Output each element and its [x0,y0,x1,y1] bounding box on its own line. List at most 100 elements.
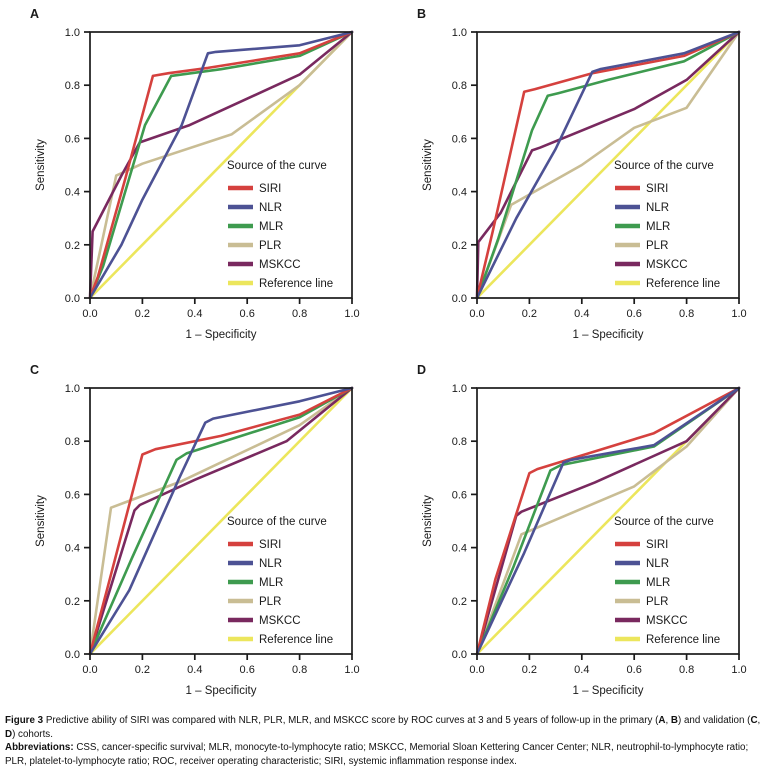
y-tick-label: 0.2 [65,596,80,608]
y-tick-label: 0.6 [452,489,467,501]
x-tick-label: 0.4 [574,308,589,320]
x-tick-label: 0.8 [679,664,694,676]
legend-label-mlr: MLR [646,221,670,233]
y-tick-label: 0.2 [65,240,80,252]
y-tick-label: 1.0 [452,383,467,395]
y-tick-label: 1.0 [65,383,80,395]
y-tick-label: 0.4 [65,543,80,555]
legend-label-mskcc: MSKCC [646,259,688,271]
plot-box [89,31,353,299]
y-axis-title: Sensitivity [35,139,47,191]
x-tick-label: 0.6 [240,664,255,676]
roc-panel-c: C 0.0 0.2 0.4 0.6 0.8 1.0 0.0 0.2 0.4 0.6 0.8 1.0 1 –… [30,363,360,697]
legend-label-nlr: NLR [646,202,669,214]
legend-label-nlr: NLR [259,558,282,570]
legend-label-plr: PLR [259,240,281,252]
x-tick-label: 0.8 [679,308,694,320]
roc-curve-nlr [88,386,354,656]
roc-curve-siri [475,386,741,656]
roc-curve-mlr [88,30,354,300]
roc-curve-reference-line [475,30,741,300]
legend-label-reference-line: Reference line [259,278,333,290]
legend-label-reference-line: Reference line [646,634,720,646]
x-tick-label: 1.0 [344,664,359,676]
y-tick-label: 0.0 [452,649,467,661]
abbreviations-text: Abbreviations: CSS, cancer-specific surv… [5,742,749,768]
panel-label-b: B [417,7,426,21]
roc-curve-mskcc [475,386,741,656]
plot-box [476,387,740,655]
roc-panel-a: A 0.0 0.2 0.4 0.6 0.8 1.0 0.0 0.2 0.4 0.6 0.8 1.0 1 –… [30,7,360,341]
y-tick-label: 0.6 [65,133,80,145]
y-tick-label: 0.0 [65,649,80,661]
x-axis-title: 1 – Specificity [573,329,644,341]
x-tick-label: 0.0 [82,308,97,320]
x-tick-label: 0.6 [240,308,255,320]
y-tick-label: 0.6 [65,489,80,501]
y-tick-label: 0.2 [452,596,467,608]
y-tick-label: 0.4 [452,187,467,199]
roc-curve-mlr [475,30,741,300]
x-tick-label: 0.8 [292,308,307,320]
legend-label-reference-line: Reference line [646,278,720,290]
roc-curve-nlr [475,386,741,656]
roc-curve-siri [475,30,741,300]
legend-label-nlr: NLR [259,202,282,214]
legend-label-mlr: MLR [259,221,283,233]
panel-label-d: D [417,363,426,377]
legend-label-plr: PLR [646,240,668,252]
x-tick-label: 0.0 [82,664,97,676]
legend-label-mlr: MLR [259,577,283,589]
roc-curve-mskcc [88,386,354,656]
x-tick-label: 0.6 [627,664,642,676]
roc-curve-siri [88,30,354,300]
y-axis-title: Sensitivity [422,139,434,191]
roc-panel-b: B 0.0 0.2 0.4 0.6 0.8 1.0 0.0 0.2 0.4 0.6 0.8 1.0 1 –… [417,7,747,341]
y-axis-title: Sensitivity [422,495,434,547]
legend-label-plr: PLR [646,596,668,608]
panel-label-a: A [30,7,39,21]
x-tick-label: 0.2 [522,308,537,320]
y-tick-label: 0.0 [65,293,80,305]
legend-title: Source of the curve [227,160,327,172]
legend-label-plr: PLR [259,596,281,608]
y-tick-label: 0.8 [65,436,80,448]
x-tick-label: 0.2 [135,308,150,320]
y-tick-label: 0.8 [452,436,467,448]
y-tick-label: 0.2 [452,240,467,252]
legend-title: Source of the curve [614,516,714,528]
y-tick-label: 1.0 [452,27,467,39]
legend-label-mskcc: MSKCC [646,615,688,627]
y-axis-title: Sensitivity [35,495,47,547]
y-tick-label: 0.8 [452,80,467,92]
legend-label-reference-line: Reference line [259,634,333,646]
legend-label-siri: SIRI [646,183,668,195]
legend-label-mskcc: MSKCC [259,259,301,271]
roc-curve-plr [475,386,741,656]
x-tick-label: 1.0 [344,308,359,320]
roc-curve-siri [88,386,354,656]
panel-label-c: C [30,363,39,377]
y-tick-label: 0.4 [452,543,467,555]
legend-label-siri: SIRI [259,183,281,195]
x-tick-label: 0.4 [187,308,202,320]
roc-curve-mskcc [475,30,741,300]
x-tick-label: 0.2 [135,664,150,676]
roc-curve-mlr [88,386,354,656]
y-tick-label: 0.0 [452,293,467,305]
caption-text: Figure 3 Predictive ability of SIRI was … [5,715,761,740]
legend-label-nlr: NLR [646,558,669,570]
y-tick-label: 0.4 [65,187,80,199]
roc-curve-plr [475,30,741,300]
x-tick-label: 0.2 [522,664,537,676]
plot-box [476,31,740,299]
legend-label-siri: SIRI [646,539,668,551]
roc-curve-plr [88,386,354,656]
figure-caption: Figure 3 Predictive ability of SIRI was … [5,714,769,769]
y-tick-label: 0.6 [452,133,467,145]
x-tick-label: 0.6 [627,308,642,320]
x-tick-label: 0.4 [187,664,202,676]
y-tick-label: 1.0 [65,27,80,39]
plot-box [89,387,353,655]
